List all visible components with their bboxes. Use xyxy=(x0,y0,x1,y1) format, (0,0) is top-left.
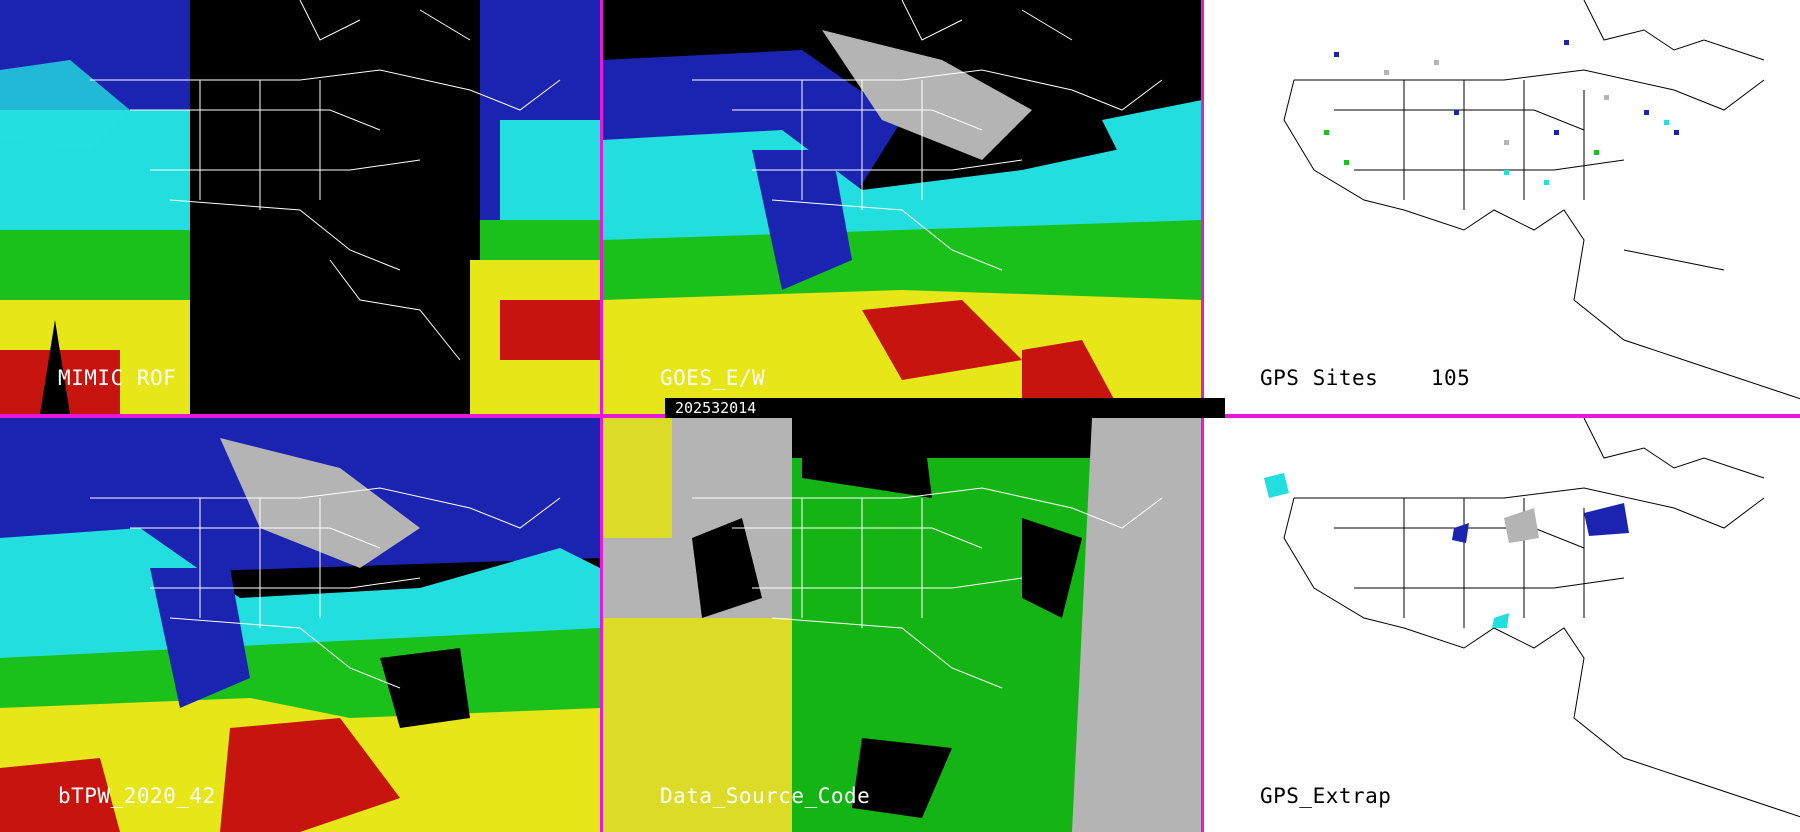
gps-sites-map xyxy=(1204,0,1800,414)
date-stamp-bar: 202532014 xyxy=(665,398,1225,418)
panel-label: Data_Source_Code xyxy=(660,784,871,808)
panel-data-source-code: Data_Source_Code xyxy=(602,418,1202,832)
panel-label: GPS Sites 105 xyxy=(1260,366,1471,390)
panel-btpw: bTPW_2020_42 xyxy=(0,418,600,832)
btpw-map xyxy=(0,418,600,832)
panel-gps-sites: GPS Sites 105 xyxy=(1204,0,1800,414)
panel-label: bTPW_2020_42 xyxy=(58,784,216,808)
goes-map xyxy=(602,0,1202,414)
mimic-map xyxy=(0,0,600,414)
gps-extrap-map xyxy=(1204,418,1800,832)
date-stamp: 202532014 xyxy=(675,399,757,417)
panel-label: MIMIC ROF xyxy=(58,366,177,390)
data-source-map xyxy=(602,418,1202,832)
panel-mimic-rof: MIMIC ROF xyxy=(0,0,600,414)
panel-label: GOES_E/W xyxy=(660,366,766,390)
panel-gps-extrap: GPS_Extrap xyxy=(1204,418,1800,832)
panel-label: GPS_Extrap xyxy=(1260,784,1392,808)
panel-goes-ew: GOES_E/W xyxy=(602,0,1202,414)
